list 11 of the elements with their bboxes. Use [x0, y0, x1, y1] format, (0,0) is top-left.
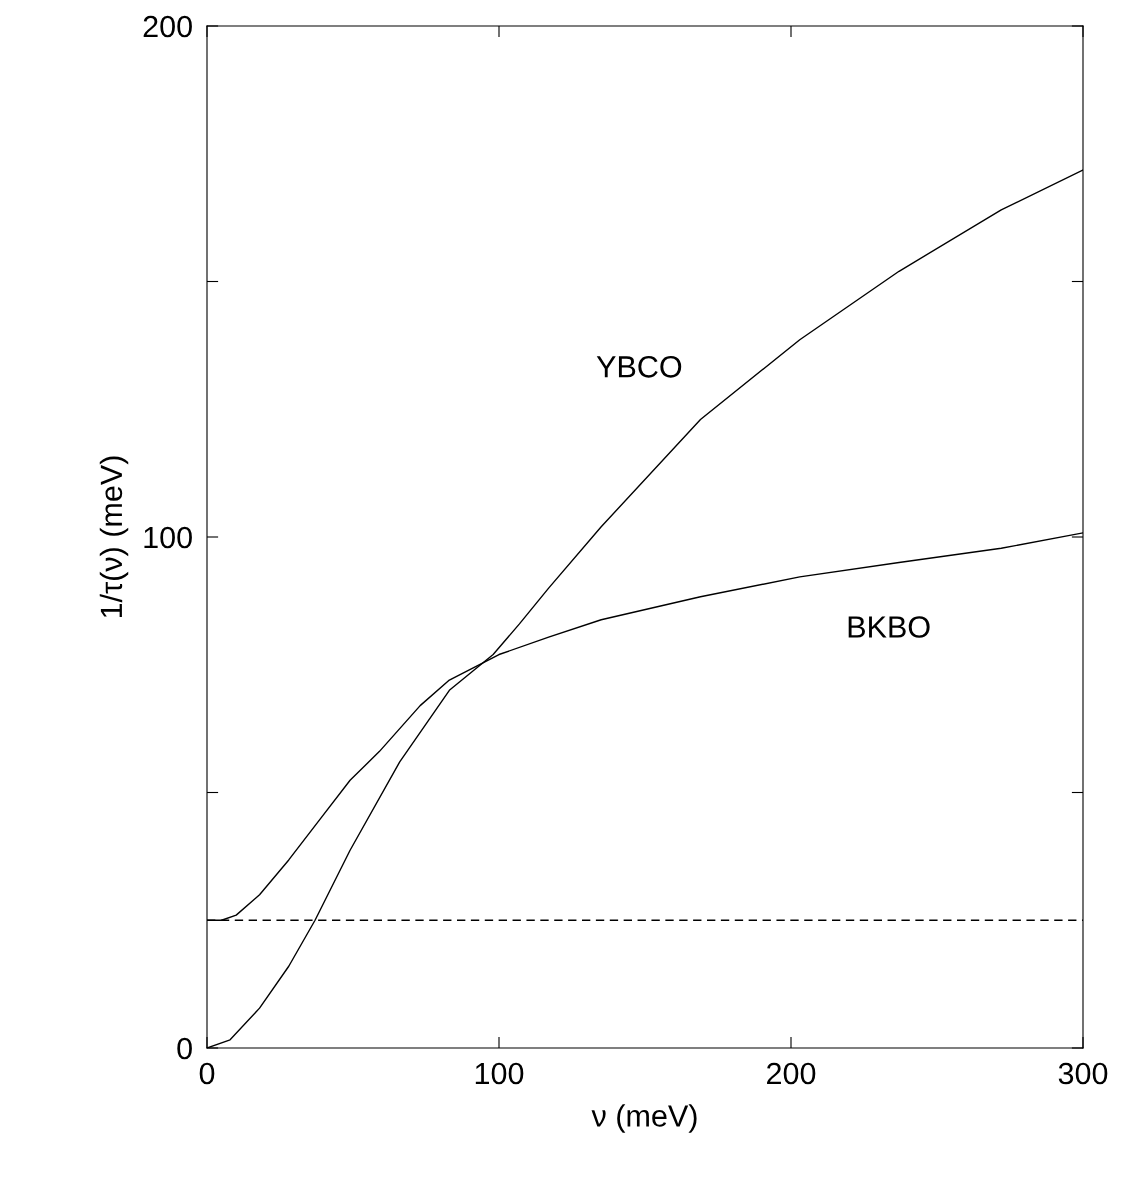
y-tick-label: 0 — [177, 1037, 192, 1060]
x-tick-label: 300 — [1058, 1062, 1108, 1085]
series-label: YBCO — [596, 356, 682, 378]
y-axis-title: 1/τ(ν) (meV) — [99, 456, 129, 618]
x-tick-label: 200 — [767, 1062, 816, 1085]
y-tick-label: 100 — [144, 526, 192, 549]
x-axis-title: ν (meV) — [591, 1104, 697, 1133]
y-tick-label: 200 — [143, 15, 192, 38]
x-tick-label: 100 — [475, 1062, 524, 1085]
series-label: BKBO — [848, 616, 930, 638]
x-tick-label: 0 — [199, 1062, 215, 1085]
